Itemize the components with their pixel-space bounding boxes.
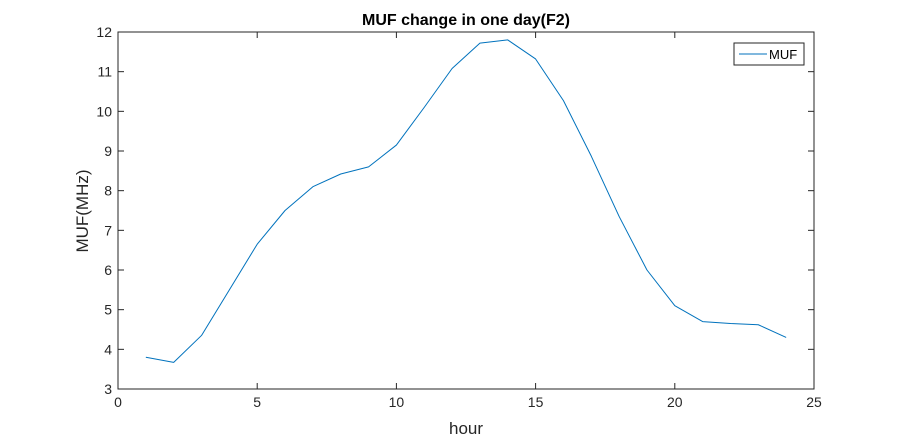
legend-box xyxy=(733,42,805,66)
x-axis-label: hour xyxy=(449,419,483,438)
x-tick-label: 25 xyxy=(806,394,822,410)
series-layer xyxy=(145,39,787,363)
x-tick-label: 15 xyxy=(528,394,544,410)
legend: MUF xyxy=(733,42,805,66)
y-tick-label: 10 xyxy=(96,103,112,119)
y-axis-label: MUF(MHz) xyxy=(73,169,92,252)
x-tick-label: 0 xyxy=(114,394,122,410)
y-tick-label: 9 xyxy=(104,143,112,159)
y-tick-label: 3 xyxy=(104,381,112,397)
legend-label-muf: MUF xyxy=(769,47,797,62)
y-tick-label: 4 xyxy=(104,341,112,357)
chart-title: MUF change in one day(F2) xyxy=(362,12,570,29)
y-tick-label: 11 xyxy=(97,64,112,80)
y-tick-label: 6 xyxy=(104,262,112,278)
y-axis: 3 4 5 6 7 8 9 10 11 12 xyxy=(96,24,814,397)
x-tick-label: 20 xyxy=(667,394,683,410)
x-tick-label: 5 xyxy=(253,394,261,410)
y-tick-label: 5 xyxy=(104,302,112,318)
series-line-muf xyxy=(145,39,787,363)
y-tick-label: 7 xyxy=(104,222,112,238)
y-tick-label: 12 xyxy=(96,24,112,40)
x-axis: 0 5 10 15 20 25 xyxy=(114,32,822,410)
x-tick-label: 10 xyxy=(389,394,405,410)
y-tick-label: 8 xyxy=(104,183,112,199)
plot-area-frame xyxy=(117,31,815,390)
